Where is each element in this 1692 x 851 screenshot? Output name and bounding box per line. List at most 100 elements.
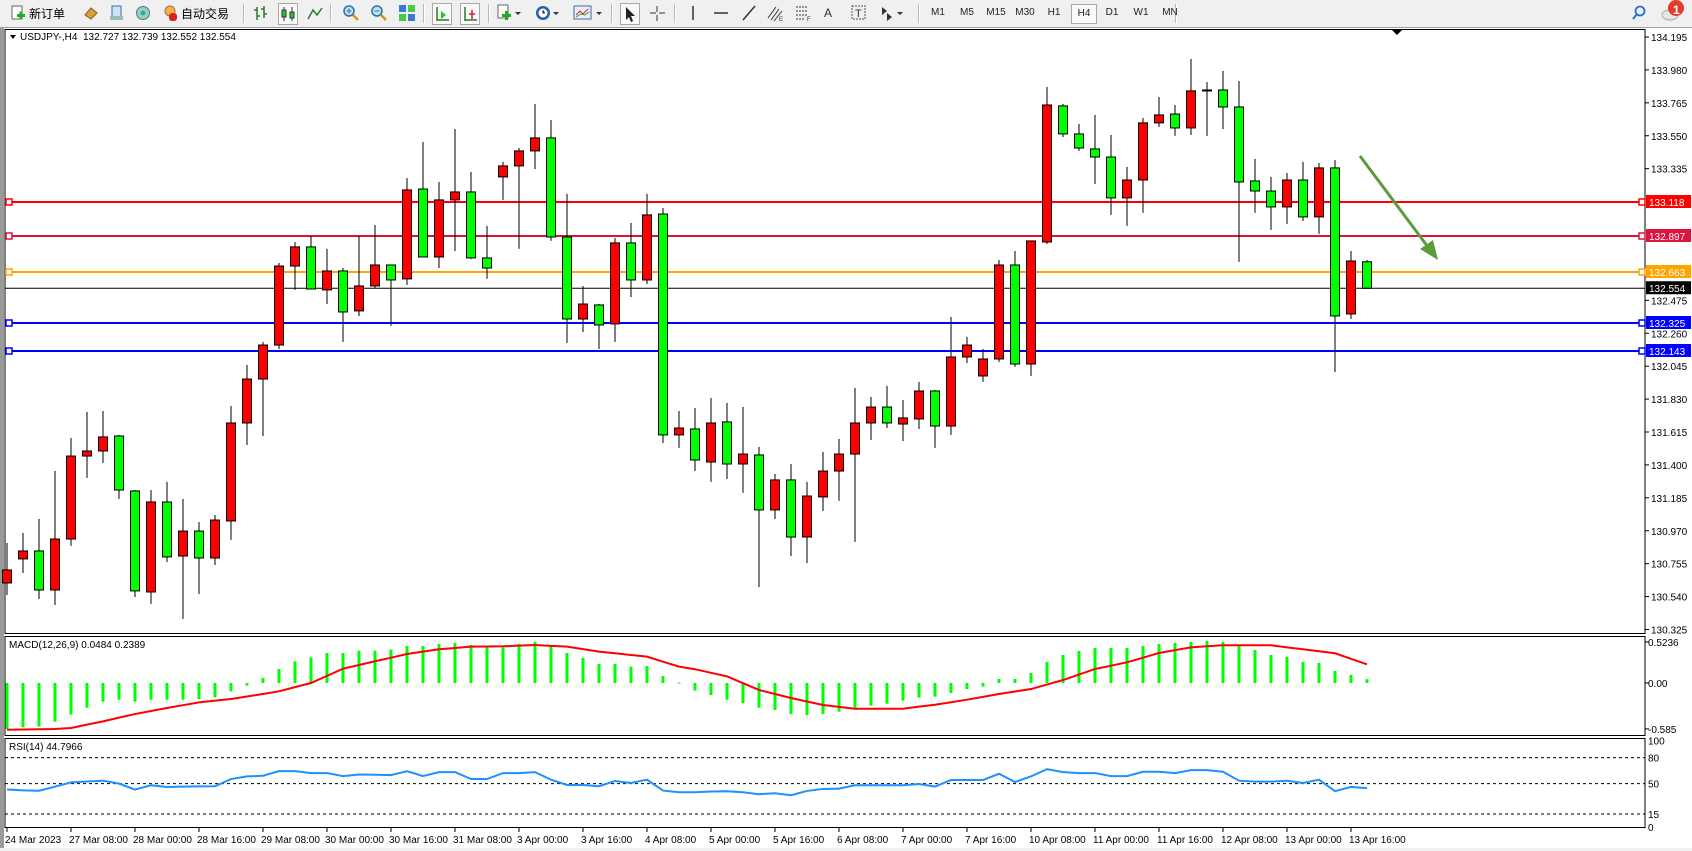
candle-body	[818, 470, 828, 498]
candle-body	[642, 214, 652, 281]
macd-histogram-bar	[149, 683, 153, 700]
macd-histogram-bar	[373, 650, 377, 683]
time-label: 12 Apr 08:00	[1221, 835, 1278, 846]
macd-histogram-bar	[1349, 675, 1353, 683]
candle	[258, 341, 268, 436]
line-handle-right	[1638, 198, 1646, 206]
trendline-icon[interactable]	[740, 3, 758, 23]
candle	[754, 447, 764, 587]
timeframe-h4[interactable]: H4	[1071, 4, 1097, 24]
bar-chart-icon[interactable]	[252, 3, 270, 23]
equidistant-channel-icon[interactable]: E	[766, 3, 786, 23]
auto-scroll-icon[interactable]	[432, 3, 452, 25]
symbol-label: USDJPY-,H4	[20, 32, 78, 43]
candle-body	[162, 501, 172, 558]
candle-body	[130, 490, 140, 592]
candle-body	[1042, 104, 1052, 243]
line-handle-left	[5, 198, 13, 206]
timeframe-m1[interactable]: M1	[931, 7, 945, 18]
candle	[274, 262, 284, 350]
horizontal-line-icon[interactable]	[712, 3, 730, 23]
macd-histogram-bar	[741, 683, 745, 703]
indicators-icon[interactable]	[496, 3, 522, 23]
price-tick-label: 133.335	[1651, 165, 1688, 176]
chart-window[interactable]: USDJPY-,H4 132.727 132.739 132.552 132.55…	[0, 28, 1692, 851]
crosshair-icon[interactable]	[648, 3, 666, 23]
candle-body	[834, 453, 844, 472]
candle	[1282, 172, 1292, 224]
candle-body	[946, 356, 956, 427]
macd-histogram-bar	[1189, 641, 1193, 683]
candle	[1186, 58, 1196, 135]
candle	[834, 439, 844, 501]
price-tick-label: 131.185	[1651, 494, 1688, 505]
notifications-button[interactable]: 1	[1660, 0, 1686, 21]
candle	[50, 471, 60, 606]
macd-histogram-bar	[1125, 647, 1129, 683]
text-tool-icon[interactable]: A	[824, 6, 833, 20]
candle	[1218, 70, 1228, 130]
search-icon[interactable]	[1630, 3, 1648, 23]
templates-icon[interactable]	[573, 3, 603, 23]
candle-body	[370, 264, 380, 287]
candle-body	[754, 454, 764, 511]
market-watch-icon[interactable]	[82, 3, 100, 23]
horizontal-line-133.118[interactable]: 133.118	[5, 195, 1691, 209]
timeframe-w1[interactable]: W1	[1133, 7, 1149, 18]
auto-trading-button[interactable]: 自动交易	[162, 3, 229, 23]
tile-windows-icon[interactable]	[398, 3, 416, 23]
auto-trading-label: 自动交易	[181, 6, 230, 21]
price-label-bg	[1646, 316, 1691, 329]
candle-body	[898, 417, 908, 425]
cursor-icon[interactable]	[620, 3, 640, 25]
timeframe-mn[interactable]: MN	[1162, 7, 1178, 18]
data-window-icon[interactable]	[108, 3, 126, 23]
timeframe-m15[interactable]: M15	[986, 7, 1006, 18]
macd-histogram-bar	[549, 645, 553, 683]
timeframe-h1[interactable]: H1	[1047, 7, 1061, 18]
fibonacci-icon[interactable]: F	[794, 3, 814, 23]
candle-body	[786, 479, 796, 538]
chart-shift-icon[interactable]	[460, 3, 480, 25]
macd-pane-border	[4, 636, 1646, 736]
line-handle-left	[5, 319, 13, 327]
text-label-icon[interactable]: T	[850, 3, 868, 23]
macd-histogram-bar	[85, 683, 89, 708]
line-handle-left	[5, 347, 13, 355]
candle-body	[1026, 240, 1036, 365]
horizontal-line-132.143[interactable]: 132.143	[5, 344, 1691, 358]
horizontal-line-132.897[interactable]: 132.897	[5, 229, 1691, 243]
rsi-tick-label: 80	[1648, 754, 1660, 765]
candle-body	[530, 137, 540, 152]
candle	[66, 437, 76, 546]
price-tick-label: 131.615	[1651, 428, 1688, 439]
timeframe-d1[interactable]: D1	[1105, 7, 1119, 18]
collapse-triangle-icon	[10, 35, 16, 39]
macd-histogram-bar	[1253, 649, 1257, 683]
candle	[82, 411, 92, 478]
candle-body	[594, 304, 604, 326]
timeframe-m5[interactable]: M5	[960, 7, 974, 18]
arrows-icon[interactable]	[878, 3, 906, 23]
candle-body	[1010, 264, 1020, 365]
line-chart-icon[interactable]	[306, 3, 324, 23]
candle-body	[386, 264, 396, 281]
new-order-button[interactable]: 新订单	[10, 3, 65, 23]
time-label: 6 Apr 08:00	[837, 835, 889, 846]
candle-body	[706, 422, 716, 463]
zoom-out-icon[interactable]	[370, 3, 388, 23]
timeframe-m30[interactable]: M30	[1015, 7, 1035, 18]
candle-body	[674, 427, 684, 436]
macd-histogram-bar	[277, 668, 281, 683]
candle	[1266, 176, 1276, 230]
vertical-line-icon[interactable]	[684, 3, 702, 23]
candle	[1138, 117, 1148, 213]
zoom-in-icon[interactable]	[342, 3, 360, 23]
navigator-icon[interactable]	[134, 3, 152, 23]
candle	[882, 385, 892, 429]
periods-icon[interactable]	[534, 3, 560, 23]
candlestick-chart-icon[interactable]	[278, 3, 298, 25]
candle	[338, 268, 348, 342]
candle-body	[1234, 106, 1244, 183]
price-label: 133.118	[1649, 198, 1685, 209]
